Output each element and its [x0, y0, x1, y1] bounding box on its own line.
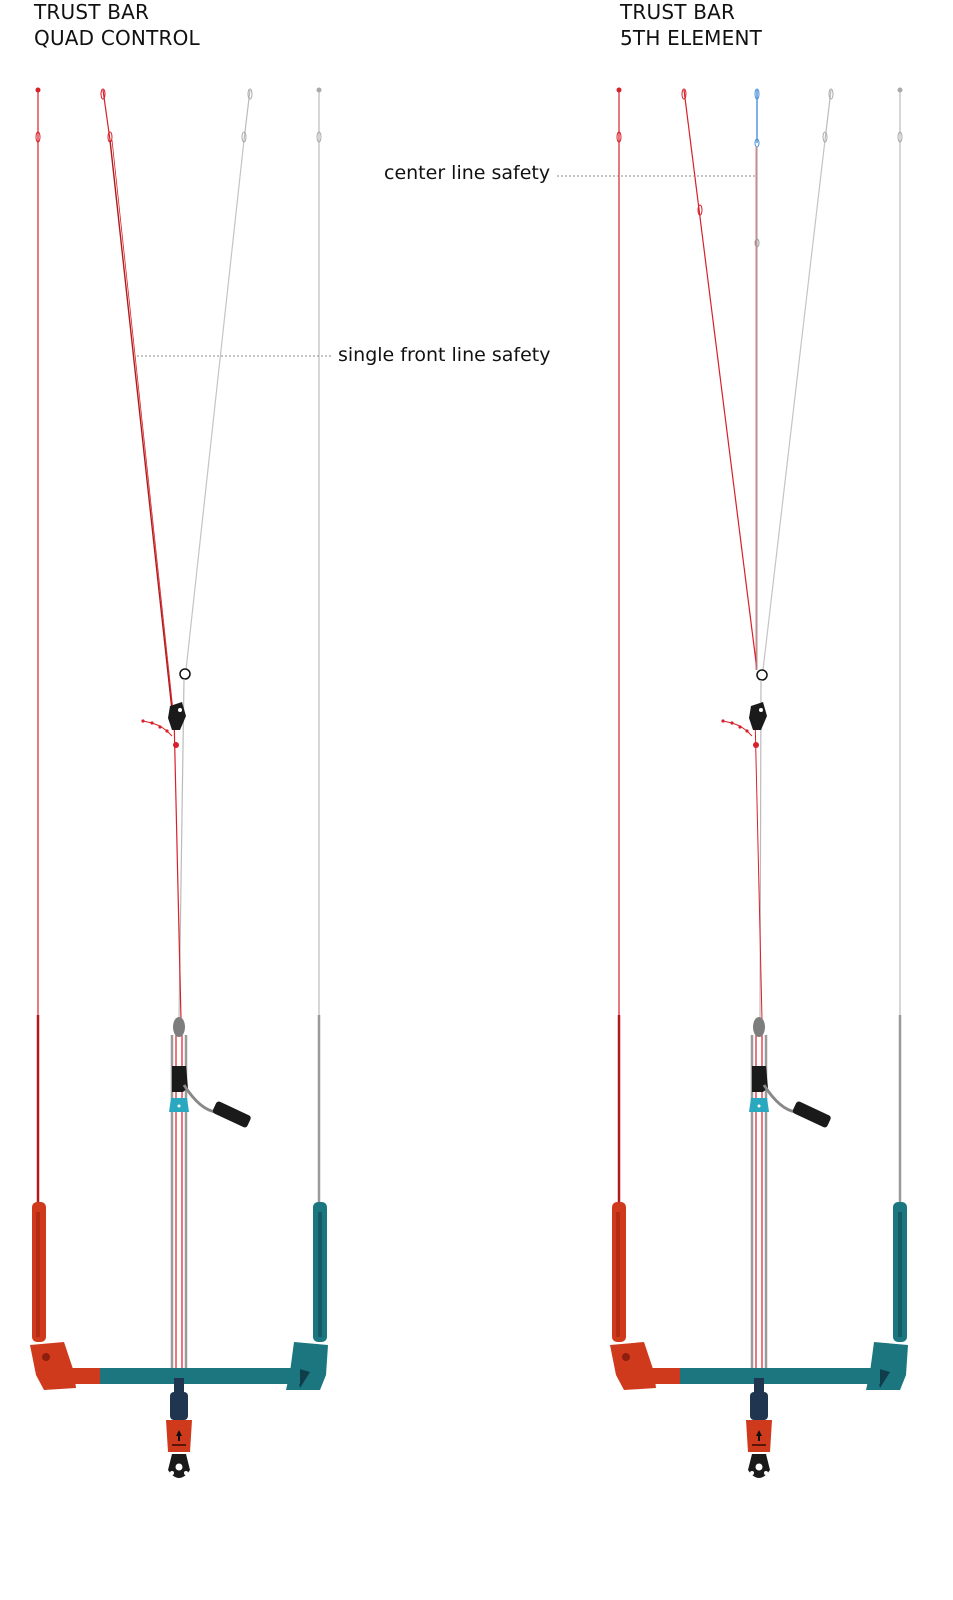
callout-center-line-safety: center line safety: [384, 162, 551, 184]
quad-control-diagram: [28, 87, 332, 1480]
callout-single-front-line-safety: single front line safety: [338, 344, 551, 366]
title-line-1: TRUST BAR: [620, 0, 736, 24]
title-line-1: TRUST BAR: [34, 0, 150, 24]
diagram-title-5th-element: TRUST BAR 5TH ELEMENT: [620, 0, 762, 51]
diagram-title-quad-control: TRUST BAR QUAD CONTROL: [34, 0, 200, 51]
title-line-2: 5TH ELEMENT: [620, 26, 763, 50]
fifth-element-diagram: [557, 87, 910, 1480]
title-line-2: QUAD CONTROL: [34, 26, 200, 50]
